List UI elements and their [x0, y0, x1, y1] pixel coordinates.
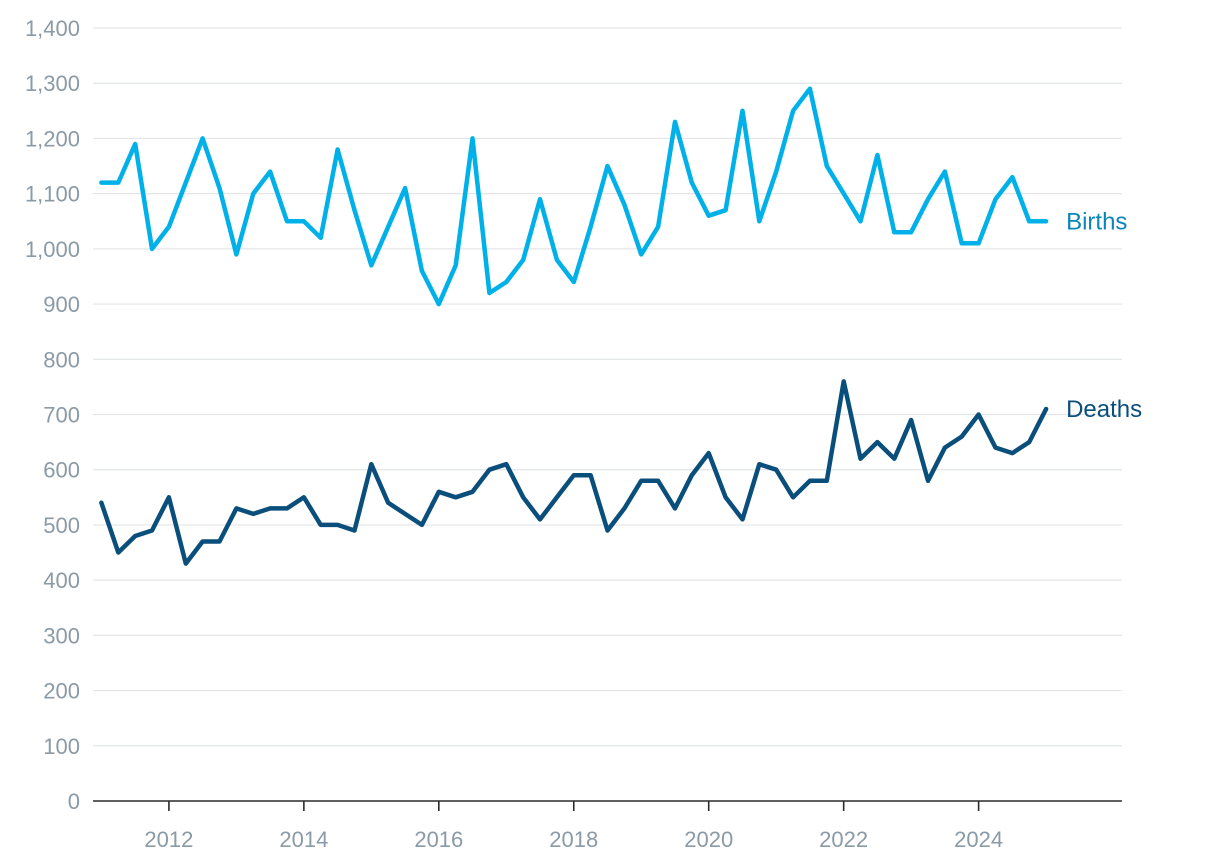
y-tick-label: 200 [43, 679, 80, 704]
y-axis-tick-labels: 0 100 200 300 400 500 600 700 800 900 1,000 1,100 1,… [25, 16, 80, 814]
y-tick-label: 1,300 [25, 71, 80, 96]
x-tick-label: 2024 [954, 827, 1003, 852]
births-series-label: Births [1066, 208, 1127, 235]
y-tick-label: 900 [43, 292, 80, 317]
y-tick-label: 400 [43, 568, 80, 593]
gridlines [93, 27, 1122, 747]
y-tick-label: 300 [43, 623, 80, 648]
y-tick-label: 1,400 [25, 16, 80, 41]
x-tick-label: 2012 [144, 827, 193, 852]
x-axis-ticks: 2012 2014 2016 2018 2020 2022 2024 [144, 801, 1003, 852]
deaths-line [99, 379, 1049, 566]
x-tick-label: 2022 [819, 827, 868, 852]
y-tick-label: 800 [43, 347, 80, 372]
y-tick-label: 500 [43, 513, 80, 538]
x-tick-label: 2014 [279, 827, 328, 852]
y-tick-label: 600 [43, 458, 80, 483]
y-tick-label: 100 [43, 734, 80, 759]
y-tick-label: 1,000 [25, 237, 80, 262]
deaths-series-label: Deaths [1066, 396, 1142, 423]
series-lines: Births Deaths [99, 86, 1142, 566]
y-tick-label: 1,200 [25, 126, 80, 151]
x-tick-label: 2020 [684, 827, 733, 852]
x-tick-label: 2018 [549, 827, 598, 852]
y-tick-label: 700 [43, 403, 80, 428]
y-tick-label: 1,100 [25, 182, 80, 207]
x-tick-label: 2016 [414, 827, 463, 852]
y-tick-label: 0 [68, 789, 80, 814]
births-line [99, 86, 1049, 307]
